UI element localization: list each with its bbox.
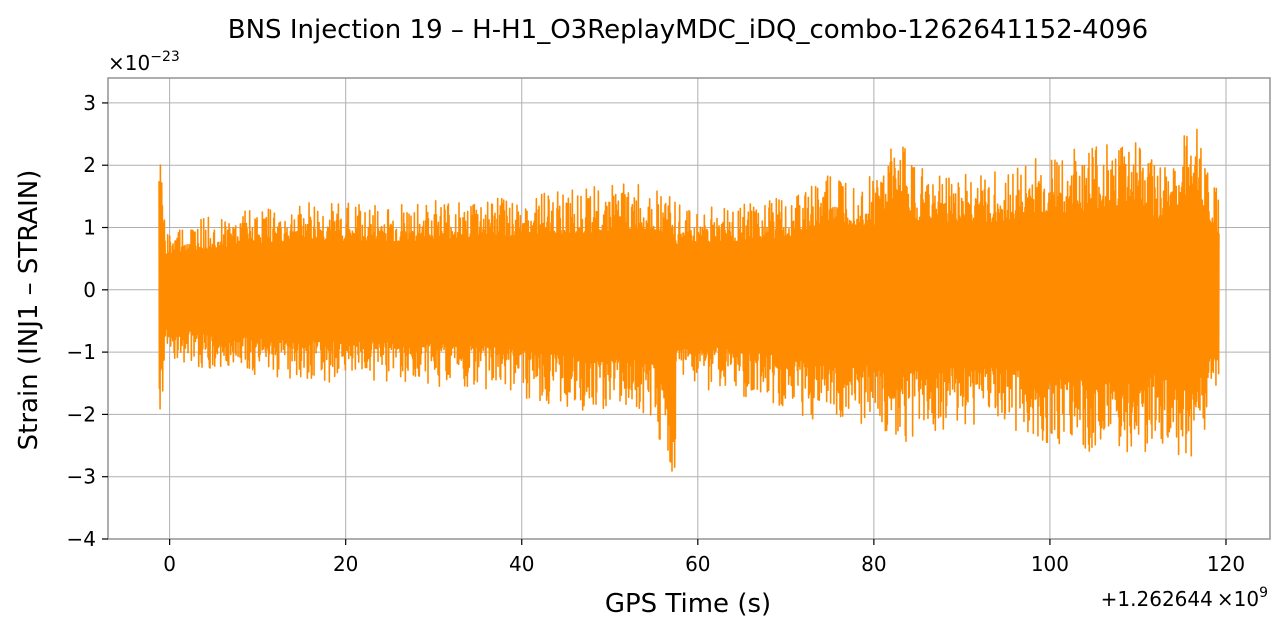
strain-series-line <box>158 128 1220 472</box>
x-tick-label: 40 <box>509 552 534 576</box>
y-tick-label: −3 <box>67 465 96 489</box>
x-offset-exponent: 9 <box>1259 585 1268 601</box>
y-multiplier-base: ×10 <box>108 51 150 75</box>
y-tick-label: 3 <box>83 91 96 115</box>
x-offset-value: +1.262644 <box>1101 587 1213 611</box>
ticks: 0 20 40 60 80 100 120 −4 −3 −2 −1 0 1 2 3 <box>67 91 1246 576</box>
y-axis-label: Strain (INJ1 – STRAIN) <box>14 170 44 451</box>
x-tick-label: 20 <box>333 552 358 576</box>
y-tick-label: −2 <box>67 402 96 426</box>
y-tick-label: 0 <box>83 278 96 302</box>
plot-frame <box>107 77 1271 540</box>
strain-series-dense-band <box>159 194 1219 406</box>
y-axis-multiplier: ×10−23 <box>108 49 180 75</box>
x-axis-offset: +1.262644 ×109 <box>1101 585 1268 611</box>
y-tick-label: 2 <box>83 153 96 177</box>
x-tick-label: 60 <box>685 552 710 576</box>
y-tick-label: −4 <box>67 527 96 551</box>
chart-title: BNS Injection 19 – H-H1_O3ReplayMDC_iDQ_… <box>228 15 1148 45</box>
y-tick-label: −1 <box>67 340 96 364</box>
x-offset-exponent-base: ×10 <box>1217 587 1259 611</box>
x-tick-label: 80 <box>861 552 886 576</box>
x-axis-label: GPS Time (s) <box>605 589 771 619</box>
y-multiplier-exponent: −23 <box>150 49 180 65</box>
x-tick-label: 0 <box>163 552 176 576</box>
x-tick-label: 100 <box>1031 552 1069 576</box>
series-group <box>158 128 1220 472</box>
y-tick-label: 1 <box>83 216 96 240</box>
x-tick-label: 120 <box>1207 552 1245 576</box>
